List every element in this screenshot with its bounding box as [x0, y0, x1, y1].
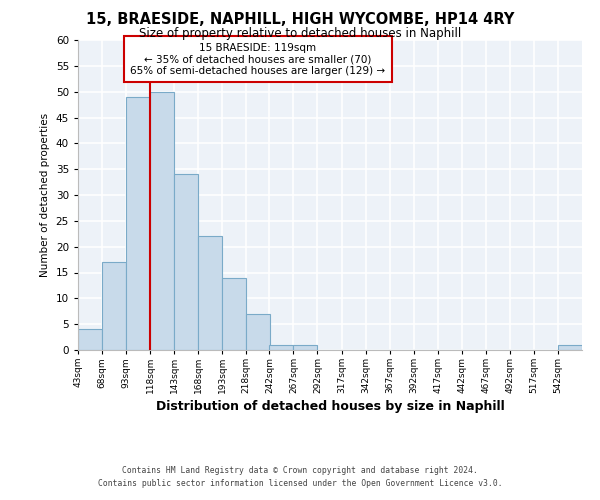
Text: 15, BRAESIDE, NAPHILL, HIGH WYCOMBE, HP14 4RY: 15, BRAESIDE, NAPHILL, HIGH WYCOMBE, HP1… [86, 12, 514, 28]
Bar [102, 262, 126, 350]
Text: 15 BRAESIDE: 119sqm
← 35% of detached houses are smaller (70)
65% of semi-detach: 15 BRAESIDE: 119sqm ← 35% of detached ho… [130, 42, 385, 76]
Text: Size of property relative to detached houses in Naphill: Size of property relative to detached ho… [139, 28, 461, 40]
Bar [198, 236, 222, 350]
Bar [78, 330, 102, 350]
Text: Contains HM Land Registry data © Crown copyright and database right 2024.
Contai: Contains HM Land Registry data © Crown c… [98, 466, 502, 487]
Bar [174, 174, 198, 350]
X-axis label: Distribution of detached houses by size in Naphill: Distribution of detached houses by size … [155, 400, 505, 413]
Bar [269, 345, 293, 350]
Bar [222, 278, 247, 350]
Bar [247, 314, 271, 350]
Bar [126, 97, 150, 350]
Bar [293, 345, 317, 350]
Bar [150, 92, 174, 350]
Bar [558, 345, 582, 350]
Y-axis label: Number of detached properties: Number of detached properties [40, 113, 50, 277]
